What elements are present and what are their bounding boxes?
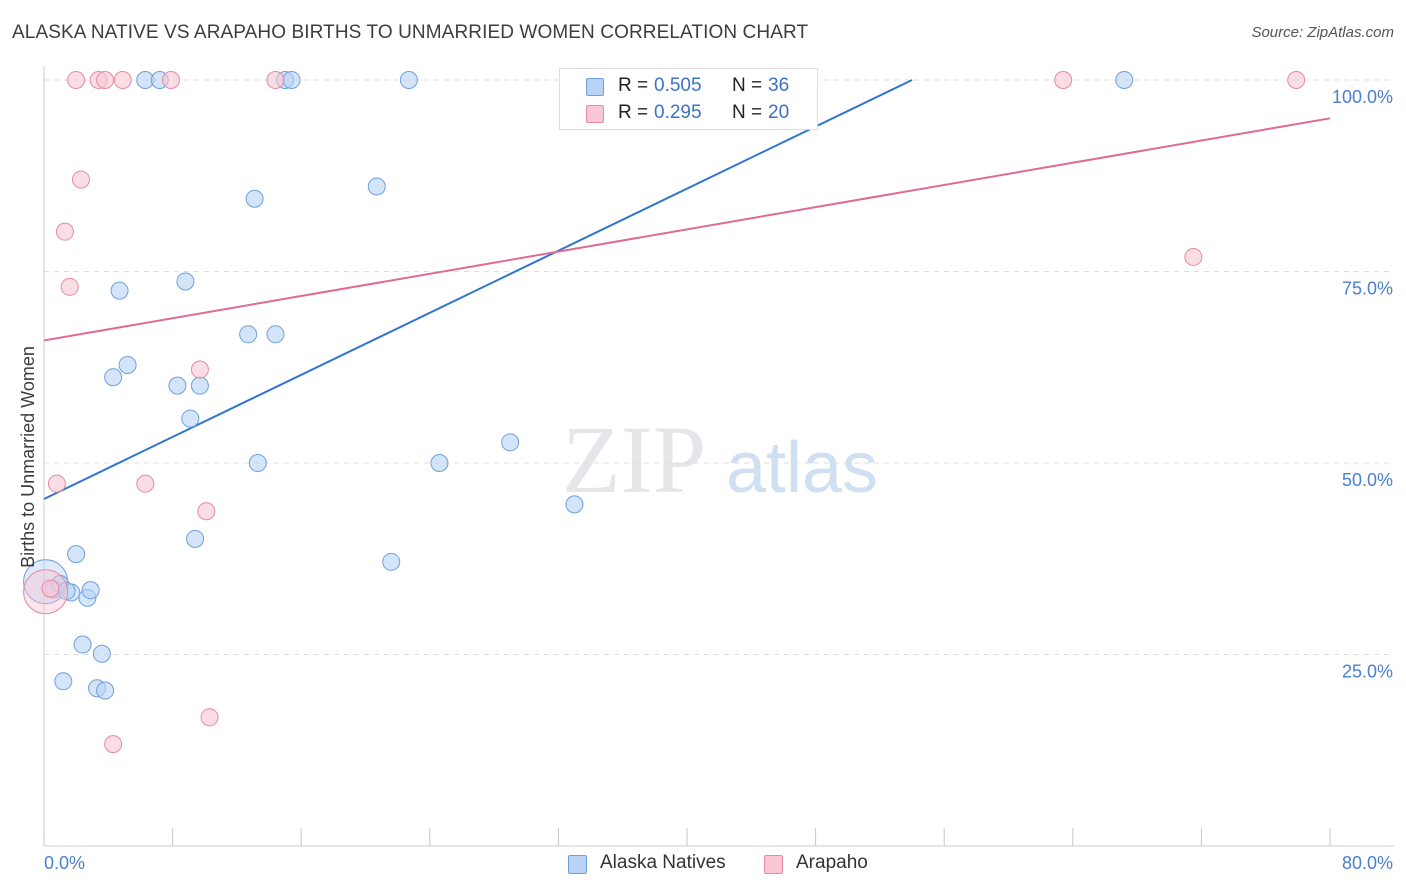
y-tick-label: 50.0%: [1342, 470, 1393, 490]
data-point-alaska: [168, 376, 187, 395]
legend-r-label: R =: [618, 102, 649, 123]
data-point-alaska: [92, 644, 111, 663]
x-tick-label: 0.0%: [44, 853, 85, 873]
data-point-alaska: [186, 529, 205, 548]
data-point-alaska: [54, 672, 73, 691]
watermark: ZIP atlas: [562, 406, 878, 513]
data-point-arapaho: [104, 735, 123, 754]
data-point-arapaho: [197, 502, 216, 521]
data-point-arapaho: [41, 579, 60, 598]
trend-lines: [43, 79, 1331, 500]
data-point-arapaho: [190, 360, 209, 379]
data-point-arapaho: [55, 222, 74, 241]
legend-n-value: 20: [768, 102, 790, 123]
chart-title: ALASKA NATIVE VS ARAPAHO BIRTHS TO UNMAR…: [12, 22, 809, 43]
data-point-alaska: [282, 71, 301, 89]
data-point-alaska: [104, 368, 123, 387]
data-point-alaska: [399, 71, 418, 89]
data-point-arapaho: [1054, 71, 1073, 89]
y-tick-label: 25.0%: [1342, 662, 1393, 682]
data-point-alaska: [565, 495, 584, 514]
legend-n-value: 36: [768, 75, 790, 96]
data-point-alaska: [1115, 71, 1134, 89]
y-axis-label: Births to Unmarried Women: [18, 346, 38, 568]
axis-labels: 25.0% 50.0% 75.0% 100.0% 0.0% 80.0% Births to …: [18, 87, 1393, 873]
data-point-alaska: [181, 409, 200, 428]
data-point-alaska: [245, 189, 264, 208]
data-point-alaska: [81, 581, 100, 600]
data-point-arapaho: [113, 71, 132, 89]
data-point-arapaho: [96, 71, 115, 89]
trend-line-arapaho: [43, 117, 1331, 342]
data-point-arapaho: [200, 708, 219, 727]
source-label: Source: ZipAtlas.com: [1251, 24, 1394, 41]
grid: [44, 79, 1394, 655]
data-point-alaska: [239, 325, 258, 344]
bottom-legend-label: Arapaho: [796, 852, 868, 873]
data-point-alaska: [118, 355, 137, 374]
x-tick-label: 80.0%: [1342, 853, 1393, 873]
data-point-alaska: [176, 272, 195, 291]
bottom-legend-label: Alaska Natives: [600, 852, 726, 873]
data-point-alaska: [190, 376, 209, 395]
y-tick-label: 75.0%: [1342, 279, 1393, 299]
data-point-alaska: [73, 635, 92, 654]
legend-n-label: N =: [732, 102, 763, 123]
legend-r-label: R =: [618, 75, 649, 96]
legend-swatch-blue: [586, 78, 604, 96]
legend-n-label: N =: [732, 75, 763, 96]
data-point-alaska: [248, 454, 267, 472]
data-point-alaska: [96, 681, 115, 700]
data-point-alaska: [110, 281, 129, 300]
axes: [43, 66, 1394, 847]
data-point-alaska: [382, 552, 401, 571]
bottom-swatch-pink: [764, 855, 783, 874]
data-point-arapaho: [136, 474, 155, 493]
watermark-atlas: atlas: [726, 428, 878, 508]
data-points: [23, 71, 1306, 754]
data-point-arapaho: [67, 71, 86, 89]
data-point-alaska: [430, 454, 449, 472]
data-point-arapaho: [1287, 71, 1306, 89]
watermark-zip: ZIP: [562, 406, 706, 513]
data-point-arapaho: [47, 474, 66, 493]
data-point-alaska: [266, 325, 285, 344]
data-point-alaska: [67, 545, 86, 564]
trend-line-alaska: [43, 79, 913, 500]
data-point-arapaho: [266, 71, 285, 89]
data-point-arapaho: [161, 71, 180, 89]
legend-r-value: 0.505: [654, 75, 702, 96]
y-tick-label: 100.0%: [1332, 87, 1393, 107]
data-point-alaska: [367, 177, 386, 196]
data-point-arapaho: [60, 277, 79, 296]
legend-swatch-pink: [586, 105, 604, 123]
data-point-alaska: [501, 433, 520, 452]
data-point-arapaho: [71, 170, 90, 189]
bottom-swatch-blue: [568, 855, 587, 874]
data-point-arapaho: [1184, 247, 1203, 266]
correlation-legend: R = 0.505 N = 36 R = 0.295 N = 20: [559, 68, 818, 130]
legend-r-value: 0.295: [654, 102, 702, 123]
